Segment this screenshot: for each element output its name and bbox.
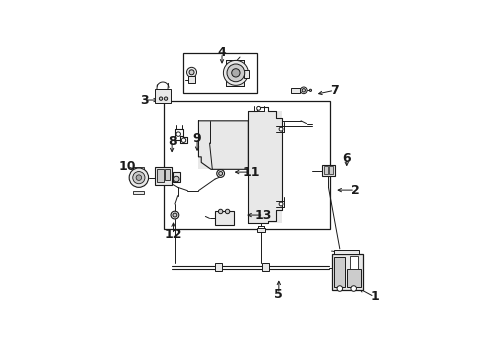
Circle shape: [279, 202, 283, 206]
Bar: [165, 169, 170, 180]
Bar: [292, 87, 300, 93]
Bar: [349, 256, 358, 269]
Circle shape: [181, 138, 186, 143]
Bar: [215, 263, 222, 270]
Bar: [347, 269, 361, 287]
Text: 8: 8: [168, 135, 176, 148]
Circle shape: [219, 172, 222, 175]
Bar: [324, 166, 328, 174]
Circle shape: [223, 60, 248, 85]
Circle shape: [300, 87, 307, 94]
Bar: [215, 211, 235, 225]
Text: 1: 1: [370, 290, 379, 303]
Circle shape: [227, 64, 245, 82]
Text: 5: 5: [274, 288, 283, 301]
Circle shape: [219, 209, 223, 214]
Circle shape: [129, 168, 148, 187]
Text: 3: 3: [140, 94, 149, 107]
Bar: [329, 166, 333, 174]
Bar: [248, 111, 282, 223]
Bar: [155, 167, 172, 185]
Bar: [226, 60, 244, 86]
Text: 11: 11: [243, 166, 260, 179]
Circle shape: [159, 97, 163, 100]
Text: 13: 13: [255, 208, 272, 221]
Bar: [133, 191, 145, 194]
Bar: [133, 167, 145, 170]
Circle shape: [225, 209, 230, 214]
Circle shape: [351, 286, 356, 291]
Circle shape: [136, 175, 142, 180]
Bar: [155, 90, 171, 103]
Text: 10: 10: [119, 160, 137, 173]
Bar: [332, 254, 364, 290]
Bar: [183, 53, 257, 93]
Circle shape: [187, 67, 196, 77]
Bar: [244, 70, 249, 78]
Circle shape: [217, 170, 224, 177]
Bar: [262, 263, 269, 270]
Text: 9: 9: [193, 132, 201, 145]
Bar: [164, 102, 330, 229]
Circle shape: [309, 89, 312, 91]
Text: 6: 6: [343, 152, 351, 165]
Bar: [173, 172, 180, 183]
Bar: [334, 257, 345, 287]
Circle shape: [173, 213, 177, 217]
Circle shape: [171, 211, 179, 219]
Circle shape: [257, 107, 261, 110]
Circle shape: [337, 286, 343, 291]
Circle shape: [173, 176, 179, 182]
Circle shape: [302, 89, 305, 92]
Bar: [334, 250, 359, 254]
Circle shape: [279, 127, 283, 131]
Bar: [157, 169, 164, 183]
Text: 12: 12: [165, 228, 182, 241]
Bar: [198, 121, 248, 169]
Text: 4: 4: [218, 46, 226, 59]
Text: 7: 7: [330, 84, 339, 97]
Text: 2: 2: [351, 184, 360, 197]
Bar: [322, 165, 335, 176]
Circle shape: [176, 132, 180, 136]
Circle shape: [164, 97, 168, 100]
Bar: [188, 76, 195, 84]
Circle shape: [189, 70, 194, 75]
Bar: [257, 228, 265, 232]
Circle shape: [133, 172, 145, 184]
Circle shape: [232, 69, 240, 77]
